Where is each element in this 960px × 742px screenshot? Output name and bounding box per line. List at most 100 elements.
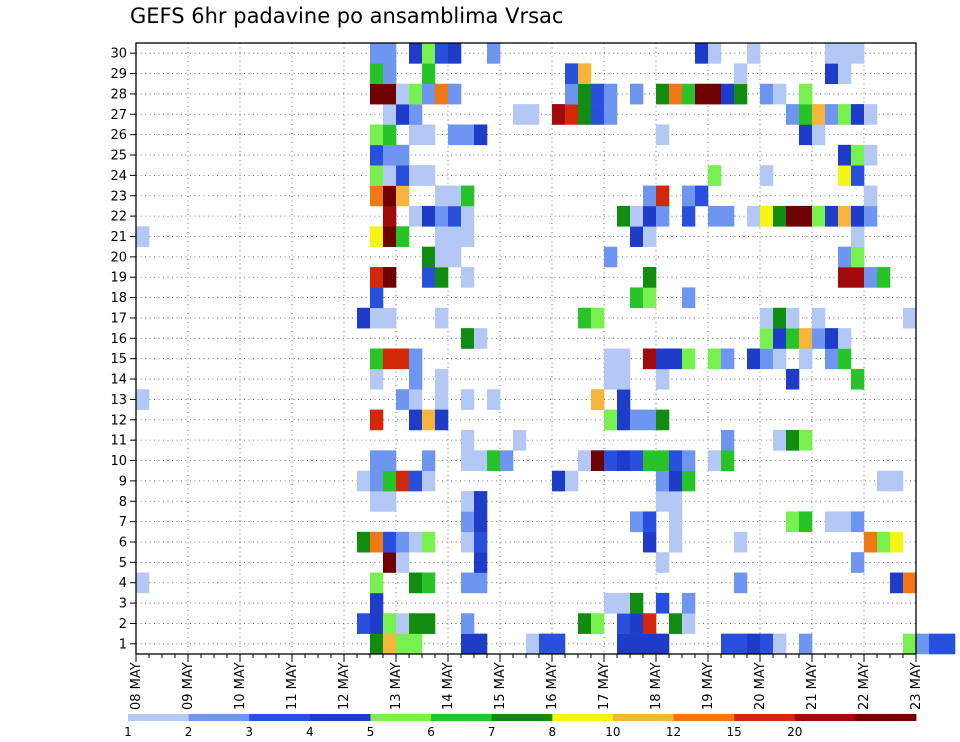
legend-label: 6 [427, 725, 435, 739]
precip-cell-m1-s26 [474, 633, 488, 655]
precip-cell-m10-s45 [721, 450, 735, 471]
x-tick-label: 13 MAY [389, 662, 404, 710]
precip-cell-m1-s19 [383, 633, 397, 655]
precip-cell-m30-s27 [487, 43, 501, 64]
precip-cell-m10-s34 [578, 450, 592, 471]
precip-cell-m4-s25 [461, 572, 475, 594]
precip-cell-m1-s59 [903, 633, 917, 655]
precip-cell-m23-s24 [448, 185, 462, 207]
precip-cell-m9-s19 [383, 470, 397, 492]
precip-cell-m24-s21 [409, 165, 423, 186]
precip-cell-m24-s48 [760, 165, 774, 186]
precip-cell-m12-s36 [604, 409, 618, 431]
precip-cell-m15-s54 [838, 348, 852, 370]
x-tick-label: 21 MAY [805, 662, 820, 710]
precip-cell-m15-s45 [721, 348, 735, 370]
y-tick-label: 15 [110, 352, 127, 367]
precip-cell-m28-s43 [695, 83, 709, 105]
y-tick-label: 27 [110, 108, 127, 123]
precip-cell-m9-s21 [409, 470, 423, 492]
precip-cell-m28-s35 [591, 83, 605, 105]
precip-cell-m19-s56 [864, 267, 878, 288]
precip-cell-m21-s24 [448, 226, 462, 247]
precip-cell-m8-s19 [383, 491, 397, 512]
legend-label: 1 [124, 725, 132, 739]
precip-cell-m13-s35 [591, 389, 605, 410]
y-tick-label: 1 [119, 637, 127, 652]
precip-cell-m2-s38 [630, 613, 644, 634]
precip-cell-m1-s62 [942, 633, 956, 655]
precip-cell-m22-s39 [643, 205, 657, 227]
precip-cell-m1-s40 [656, 633, 670, 655]
precip-cells [136, 43, 956, 655]
color-legend: 1 2 3 4 5 6 7 8 10 12 15 20 [124, 714, 917, 739]
precip-cell-m27-s35 [591, 104, 605, 125]
precip-cell-m6-s46 [734, 531, 748, 553]
precip-cell-m7-s54 [838, 511, 852, 533]
legend-swatch [188, 714, 250, 721]
precip-cell-m13-s0 [136, 389, 150, 410]
precip-cell-m22-s45 [721, 205, 735, 227]
precip-cell-m18-s42 [682, 287, 696, 309]
y-tick-label: 11 [110, 434, 127, 449]
precip-cell-m17-s17 [357, 307, 371, 329]
precip-cell-m26-s26 [474, 124, 488, 146]
y-tick-label: 25 [110, 149, 127, 164]
precip-cell-m23-s42 [682, 185, 696, 207]
precip-cell-m30-s55 [851, 43, 865, 64]
precip-cell-m15-s44 [708, 348, 722, 370]
precip-cell-m28-s45 [721, 83, 735, 105]
precip-cell-m11-s51 [799, 429, 813, 451]
precip-cell-m12-s40 [656, 409, 670, 431]
precip-cell-m15-s40 [656, 348, 670, 370]
precip-cell-m2-s42 [682, 613, 696, 634]
precip-cell-m24-s20 [396, 165, 410, 186]
precip-cell-m5-s55 [851, 552, 865, 573]
precip-cell-m21-s20 [396, 226, 410, 247]
legend-swatch [249, 714, 311, 721]
precip-cell-m25-s18 [370, 144, 384, 166]
precip-cell-m24-s18 [370, 165, 384, 186]
precip-cell-m6-s57 [877, 531, 891, 553]
precip-cell-m26-s18 [370, 124, 384, 146]
precip-cell-m28-s44 [708, 83, 722, 105]
precip-cell-m21-s38 [630, 226, 644, 247]
precip-cell-m10-s42 [682, 450, 696, 471]
x-tick-label: 11 MAY [285, 662, 300, 710]
precip-cell-m1-s61 [929, 633, 943, 655]
precip-cell-m12-s18 [370, 409, 384, 431]
precip-cell-m30-s54 [838, 43, 852, 64]
x-tick-label: 20 MAY [753, 662, 768, 710]
precip-cell-m6-s17 [357, 531, 371, 553]
precip-cell-m12-s21 [409, 409, 423, 431]
precip-cell-m6-s26 [474, 531, 488, 553]
y-tick-label: 4 [119, 576, 127, 591]
legend-swatch [128, 714, 190, 721]
legend-swatch [673, 714, 735, 721]
precip-cell-m28-s42 [682, 83, 696, 105]
precip-cell-m7-s38 [630, 511, 644, 533]
precip-cell-m29-s22 [422, 63, 436, 85]
legend-label: 5 [367, 725, 375, 739]
precip-cell-m7-s53 [825, 511, 839, 533]
precip-cell-m1-s37 [617, 633, 631, 655]
precip-cell-m7-s51 [799, 511, 813, 533]
precip-cell-m30-s19 [383, 43, 397, 64]
precip-cell-m28-s19 [383, 83, 397, 105]
precip-cell-m17-s59 [903, 307, 917, 329]
precip-cell-m24-s22 [422, 165, 436, 186]
precip-cell-m5-s40 [656, 552, 670, 573]
precip-cell-m22-s24 [448, 205, 462, 227]
precip-cell-m15-s48 [760, 348, 774, 370]
precip-cell-m9-s22 [422, 470, 436, 492]
precip-cell-m1-s51 [799, 633, 813, 655]
precip-cell-m29-s53 [825, 63, 839, 85]
precip-cell-m1-s45 [721, 633, 735, 655]
y-tick-label: 7 [119, 515, 127, 530]
precip-cell-m21-s55 [851, 226, 865, 247]
precip-cell-m30-s22 [422, 43, 436, 64]
precip-cell-m24-s19 [383, 165, 397, 186]
precip-cell-m17-s34 [578, 307, 592, 329]
precip-cell-m22-s56 [864, 205, 878, 227]
precip-cell-m7-s26 [474, 511, 488, 533]
